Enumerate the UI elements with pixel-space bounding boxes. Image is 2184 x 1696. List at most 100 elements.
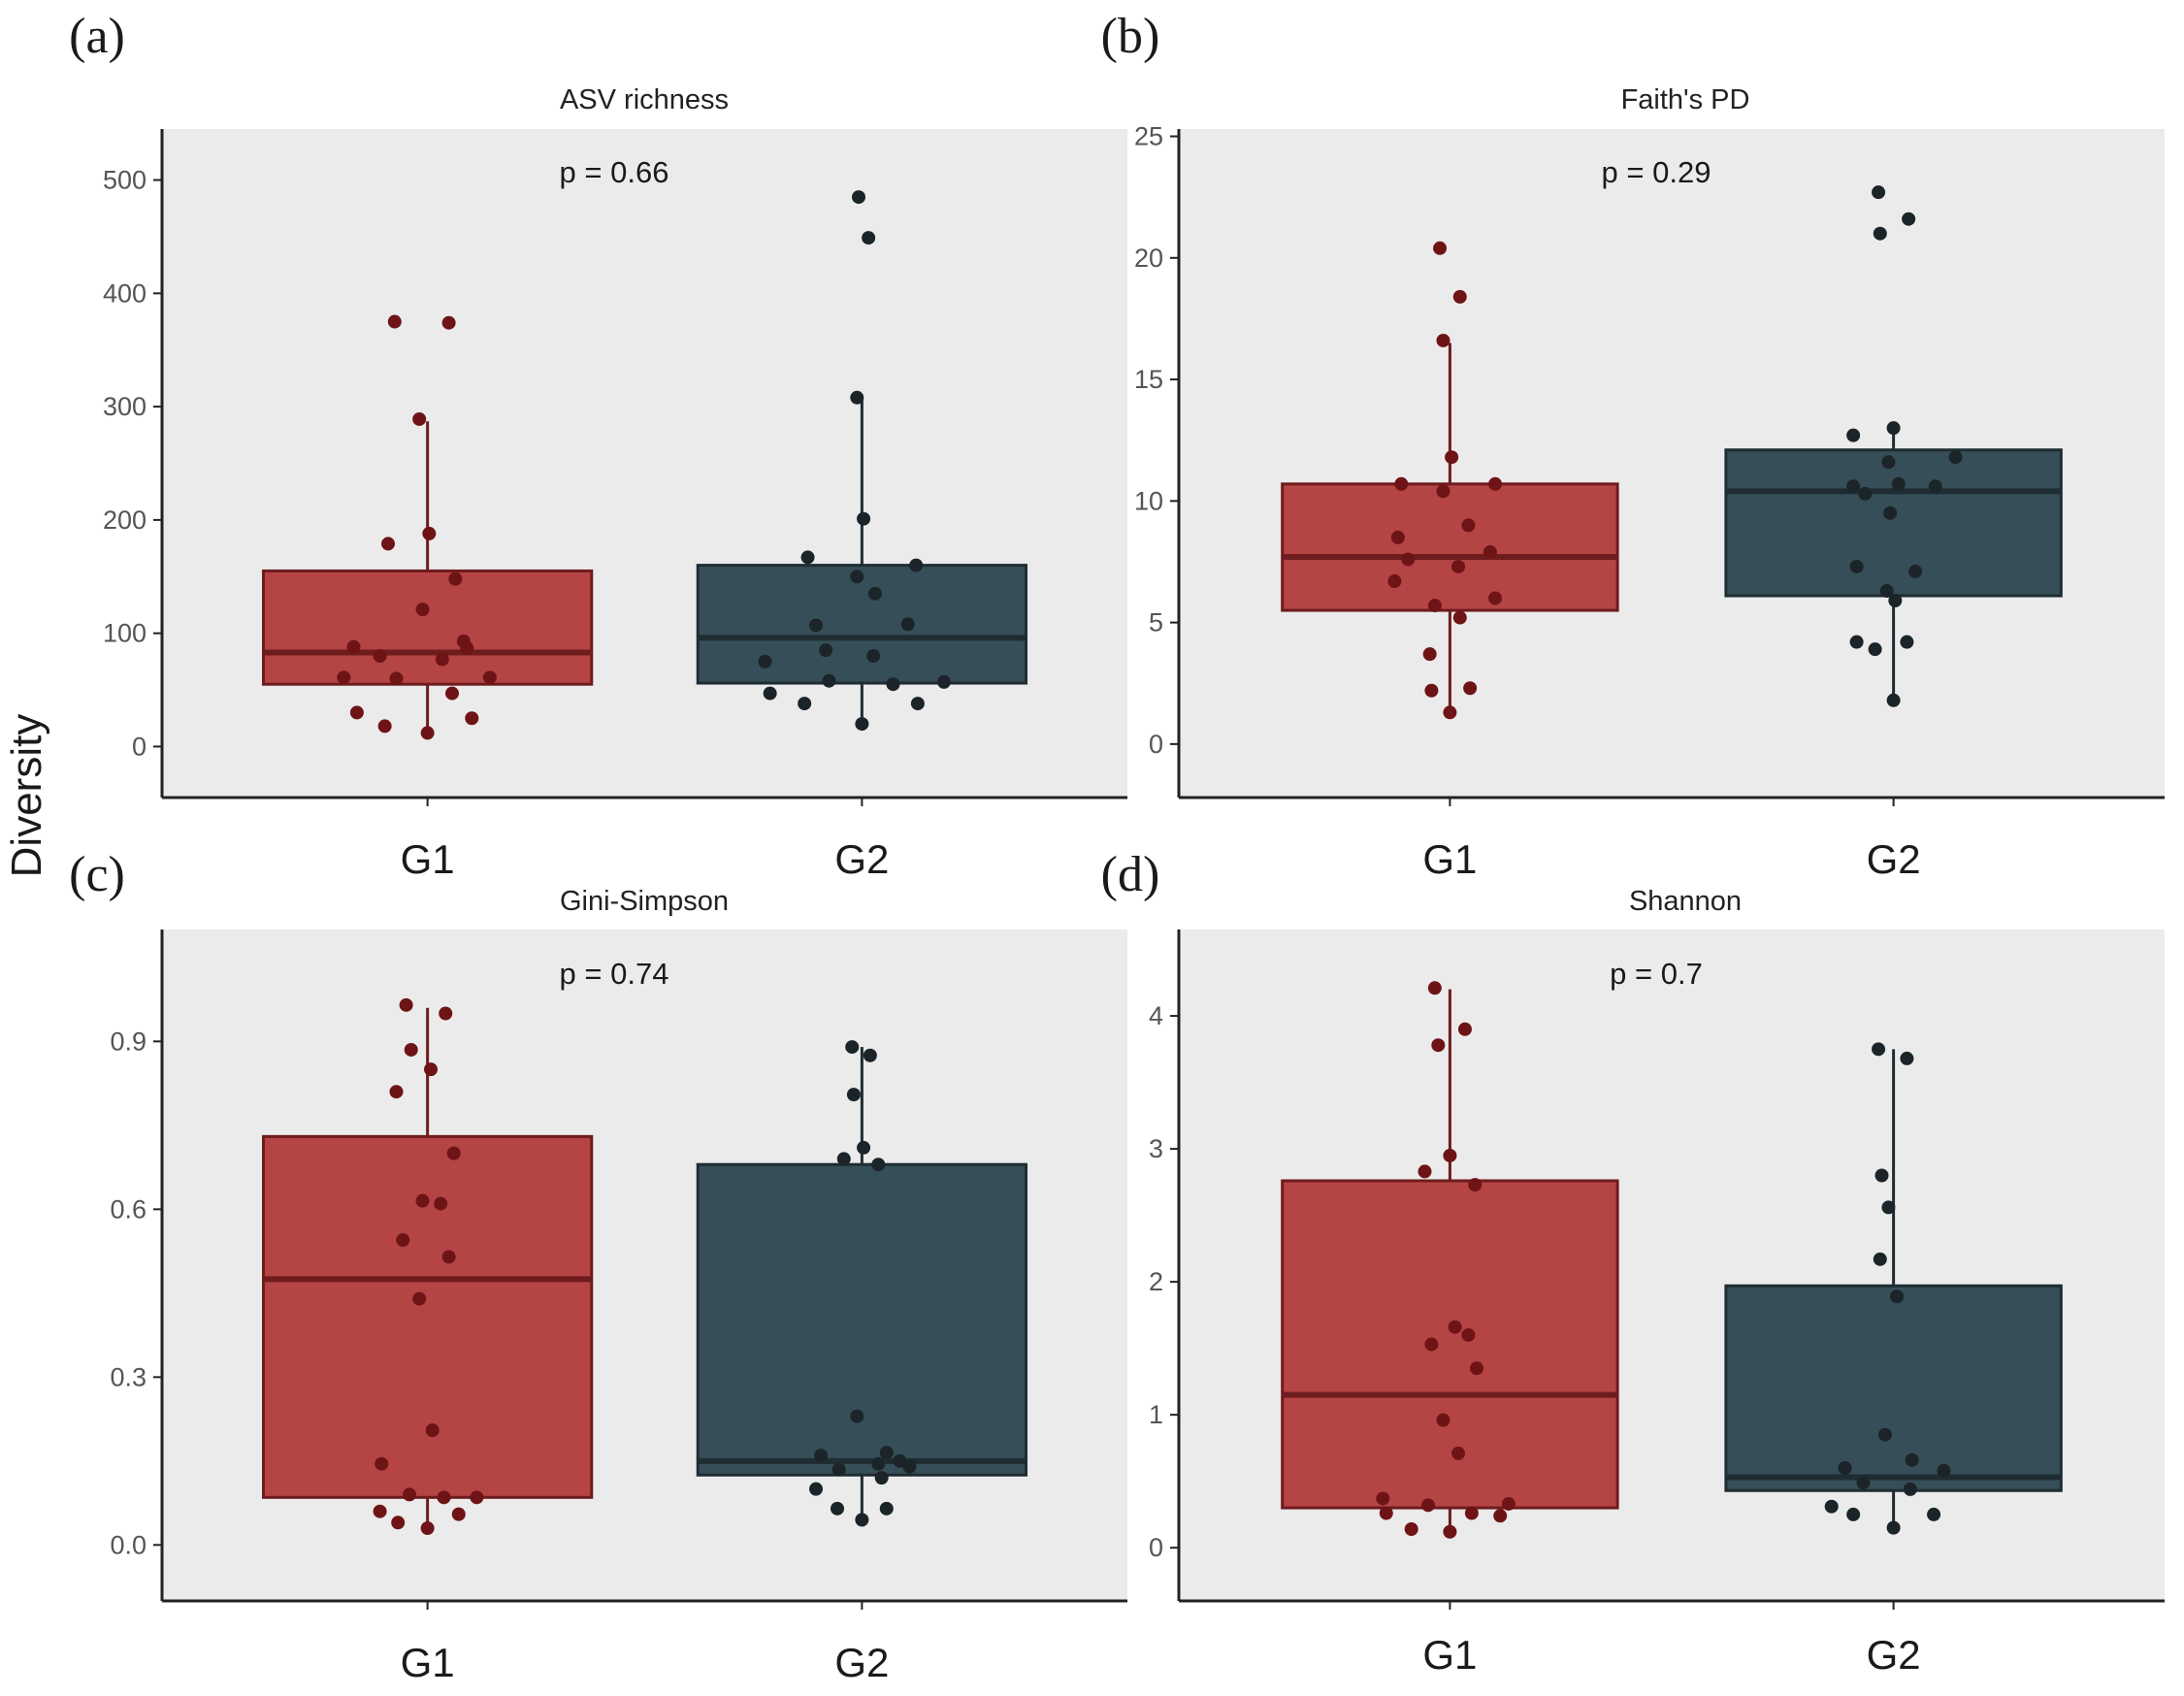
data-point-g1 [446,1146,461,1160]
data-point-g1 [1483,544,1497,559]
data-point-g2 [855,1513,869,1527]
y-tick-label: 0.9 [110,1027,147,1056]
data-point-g2 [879,1501,894,1516]
y-axis-label: Diversity [3,714,50,878]
data-point-g1 [1443,1148,1457,1162]
data-point-g1 [482,670,497,685]
data-point-g2 [846,1088,861,1102]
box-g1 [261,421,594,734]
data-point-g2 [819,643,833,658]
data-point-g1 [1433,241,1448,255]
y-tick-label: 2 [1149,1267,1163,1296]
data-point-g2 [1872,1042,1886,1057]
data-point-g2 [763,686,777,701]
data-point-g2 [845,1040,860,1055]
box-g2 [696,398,1028,725]
data-point-g2 [886,677,900,692]
y-tick-label: 200 [103,506,147,535]
data-point-g1 [403,1487,417,1502]
panel-b: 0 5 10 15 20 25 G1 G2 (b) Faith's PD p = 0.29 [1101,9,2165,882]
data-point-g2 [1879,584,1894,599]
data-point-g2 [809,1482,824,1496]
data-point-g2 [863,1048,877,1062]
data-point-g2 [809,618,824,633]
box-iqr [696,1162,1028,1477]
data-point-g2 [1856,1476,1871,1490]
data-point-g1 [346,639,361,654]
panel-title: Gini-Simpson [560,886,729,917]
data-point-g1 [389,1085,404,1099]
data-point-g1 [1451,1446,1466,1460]
data-point-g2 [1908,564,1923,578]
data-point-g2 [1890,1289,1905,1304]
data-point-g2 [850,570,864,584]
data-point-g1 [456,634,471,648]
data-point-g2 [850,390,864,405]
data-point-g2 [867,586,882,601]
data-point-g1 [404,1042,418,1057]
data-point-g2 [1838,1460,1852,1475]
data-point-g2 [1824,1499,1839,1514]
data-point-g1 [1427,599,1442,613]
data-point-g1 [470,1490,484,1505]
data-point-g1 [1501,1496,1516,1511]
data-point-g2 [1883,506,1898,520]
data-point-g2 [874,1471,889,1485]
data-point-g1 [373,1504,387,1518]
panel-c: 0.0 0.3 0.6 0.9 G1 G2 (c) Gini-Simpson p = 0.74 [69,847,1127,1685]
data-point-g1 [435,652,449,667]
p-value-label: p = 0.7 [1610,957,1703,991]
data-point-g1 [465,711,479,726]
data-point-g2 [1849,635,1864,649]
data-point-g1 [448,571,463,586]
panel-letter: (b) [1101,9,1160,64]
x-tick-label-g1: G1 [401,836,455,882]
data-point-g2 [836,1152,851,1166]
y-tick-label: 0 [1149,730,1163,759]
panel-a: 0 100 200 300 400 500 G1 G2 (a) ASV richness p = 0… [69,9,1127,882]
data-point-g2 [1872,185,1886,200]
data-point-g1 [1463,681,1478,696]
data-point-g1 [1436,484,1451,499]
data-point-g2 [1891,476,1906,491]
data-point-g2 [866,649,881,664]
x-tick-label-g2: G2 [834,836,889,882]
data-point-g2 [855,717,869,732]
box-iqr [696,564,1028,685]
data-point-g1 [1451,559,1466,573]
data-point-g1 [415,603,430,617]
data-point-g2 [1903,1482,1917,1496]
data-point-g2 [1881,455,1896,470]
data-point-g1 [1488,476,1503,491]
y-tick-label: 1 [1149,1400,1163,1429]
data-point-g1 [1424,1337,1439,1352]
data-point-g1 [420,726,435,740]
data-point-g2 [1928,479,1942,494]
box-iqr [261,569,594,686]
y-tick-label: 25 [1134,122,1163,151]
data-point-g2 [1858,486,1873,501]
data-point-g1 [1379,1506,1393,1520]
data-point-g2 [814,1449,829,1463]
data-point-g2 [1905,1452,1919,1467]
data-point-g2 [871,1158,886,1172]
data-point-g1 [420,1521,435,1536]
x-tick-label-g2: G2 [834,1640,889,1685]
data-point-g1 [1420,1498,1435,1513]
data-point-g2 [1873,226,1887,241]
data-point-g1 [415,1193,430,1208]
data-point-g1 [1387,574,1402,589]
data-point-g2 [871,1456,886,1471]
data-point-g1 [1443,1524,1457,1539]
data-point-g2 [758,654,772,669]
box-g2 [1724,428,2063,701]
panel-letter: (d) [1101,847,1160,902]
data-point-g1 [399,997,413,1012]
panel-title: Shannon [1629,886,1742,917]
data-point-g2 [1886,693,1901,707]
data-point-g2 [1886,1520,1901,1535]
y-tick-label: 0.6 [110,1194,147,1223]
y-tick-label: 4 [1149,1001,1163,1030]
data-point-g1 [441,1250,456,1264]
data-point-g1 [337,670,351,685]
